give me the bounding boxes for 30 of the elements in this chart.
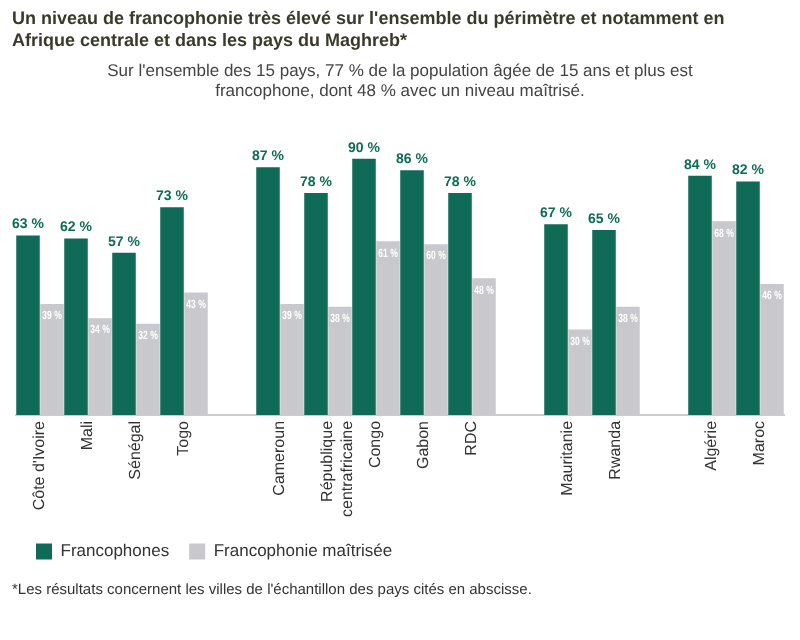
x-tick-label: Cameroun — [270, 420, 289, 496]
bar — [592, 229, 616, 415]
x-tick-label: Mauritanie — [558, 419, 577, 496]
bar — [448, 192, 472, 415]
bar — [736, 181, 760, 415]
x-tick-label: Mali — [78, 420, 97, 451]
bar — [112, 252, 136, 415]
bar — [688, 175, 712, 415]
x-tick-label: Algérie — [702, 419, 721, 471]
legend-label: Francophonie maîtrisée — [213, 540, 393, 561]
x-tick-label: Gabon — [414, 420, 433, 470]
bar — [256, 167, 280, 415]
x-tick-label: Sénégal — [126, 420, 145, 480]
legend-label: Francophones — [60, 540, 170, 561]
x-tick-label: République centrafricaine — [318, 419, 356, 518]
x-tick-label: Togo — [174, 419, 193, 456]
chart-subtitle: Sur l'ensemble des 15 pays, 77 % de la population âgée de 15 ans et plus est francophone, dont 48 % avec un niveau maîtrisé. — [105, 58, 695, 104]
x-tick-label: Côte d'Ivoire — [30, 419, 49, 511]
bar — [400, 170, 424, 415]
bar — [304, 192, 328, 415]
x-tick-label: Rwanda — [606, 419, 625, 480]
x-tick-label: Congo — [366, 419, 385, 469]
bar — [352, 158, 376, 415]
bar — [160, 207, 184, 415]
bar — [544, 224, 568, 415]
bar — [16, 235, 40, 415]
bar — [64, 238, 88, 415]
x-tick-label: RDC — [462, 420, 481, 456]
chart-title: Un niveau de francophonie très élevé sur l'ensemble du périmètre et notamment en Afrique centrale et dans les pays du Maghreb* — [10, 6, 727, 54]
x-tick-label: Maroc — [750, 420, 769, 466]
